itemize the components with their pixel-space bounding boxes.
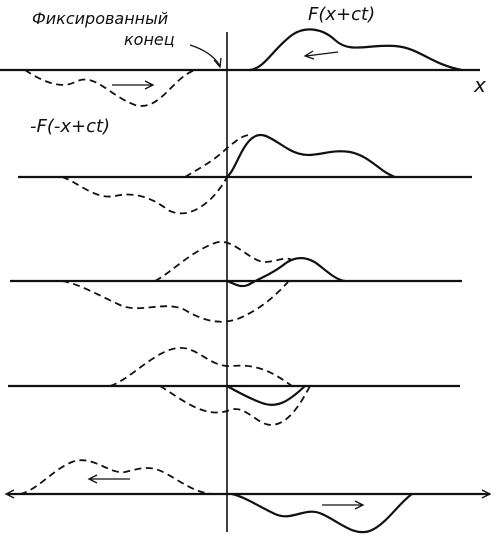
row-4 — [8, 347, 460, 426]
row-1-forward-arrow — [305, 51, 339, 57]
row-5-left-arrowhead-2 — [87, 474, 98, 484]
row-1-reflected-wave — [24, 69, 222, 107]
x-axis-label: x — [473, 73, 486, 97]
fixed-end-label-2: конец — [124, 30, 175, 49]
row-3-reflected-pos — [154, 240, 293, 282]
fixed-end-label: Фиксированный — [32, 9, 168, 28]
row-2 — [18, 133, 472, 215]
row-3 — [10, 240, 462, 323]
row-2-reflected-neg — [61, 176, 228, 215]
fixed-end-pointer-head — [213, 57, 222, 69]
row-5 — [4, 459, 492, 534]
row-1-reflected-arrowhead — [144, 80, 155, 90]
row-1 — [0, 28, 480, 107]
row-5-right-arrowhead — [481, 489, 492, 499]
row-1-forward-wave — [248, 28, 464, 72]
row-3-reflected-neg — [61, 280, 289, 323]
fixed-end-pointer — [189, 44, 221, 67]
row-3-forward-wave — [225, 257, 347, 288]
row-5-right-arrowhead-2 — [354, 500, 365, 510]
row-4-forward-wave — [225, 384, 307, 406]
row-5-left-arrowhead — [4, 489, 15, 499]
row-4-reflected-pos — [109, 347, 293, 387]
row-2-forward-wave — [225, 133, 397, 179]
row-1-forward-arrowhead — [303, 50, 315, 60]
forward-wave-label: F(x+ct) — [308, 4, 375, 25]
row-5-reflected-inverted-wave — [230, 492, 414, 534]
reflected-wave-label: -F(-x+ct) — [30, 116, 110, 137]
row-4-reflected-neg — [159, 385, 311, 426]
row-5-incident-wave — [19, 459, 216, 495]
row-2-reflected-pos — [184, 134, 251, 178]
